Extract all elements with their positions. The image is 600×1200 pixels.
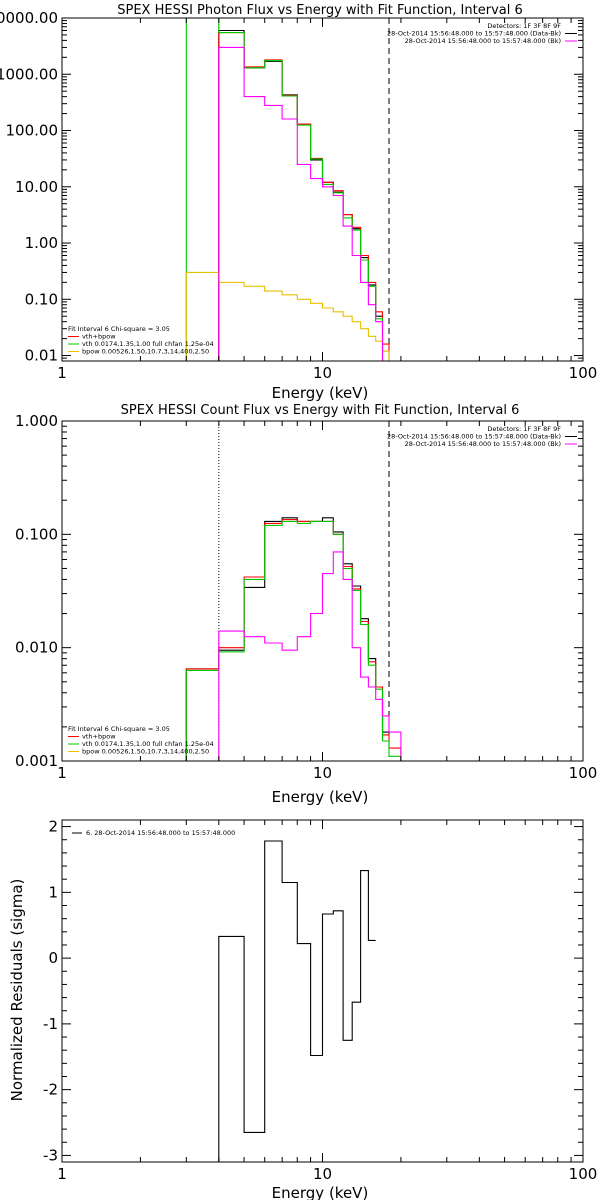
photon-flux-title: SPEX HESSI Photon Flux vs Energy with Fi… [117, 3, 523, 18]
photon-flux-xlabel: Energy (keV) [272, 384, 369, 402]
resid-y-tick-label: 1 [48, 883, 58, 901]
photon-series-bk-line [218, 46, 384, 361]
count-legend-top-entry: 28-Oct-2014 15:56:48.000 to 15:57:48.000… [405, 440, 561, 448]
photon-flux-panel: SPEX HESSI Photon Flux vs Energy with Fi… [0, 3, 598, 402]
photon-legend-bottom-entry: bpow 0.00526,1.50,10.7,3,14,400,2.50 [82, 348, 209, 356]
photon-frame [61, 17, 584, 362]
residuals-xlabel: Energy (keV) [272, 1184, 369, 1200]
count-legend-bottom-entry: vth 0.0174,1.35,1.00 full chfan 1.25e-04 [82, 740, 214, 748]
photon-series-bpow-line [185, 271, 402, 361]
count-legend-top-entry: Detectors: 1F 3F 8F 9F [487, 425, 561, 433]
count-series-data-bk-line [185, 517, 389, 761]
resid-plot-area [218, 840, 376, 1162]
count-series-bk-line [218, 551, 402, 761]
count-x-tick-label: 100 [569, 764, 598, 782]
count-y-tick-label: 0.010 [15, 639, 58, 657]
photon-x-tick-label: 100 [569, 364, 598, 382]
residuals-ylabel: Normalized Residuals (sigma) [8, 879, 26, 1102]
photon-y-tick-label: 0.01 [25, 347, 58, 365]
resid-x-tick-label: 100 [569, 1165, 598, 1183]
count-x-tick-label: 10 [313, 764, 332, 782]
photon-legend-bottom-entry: Fit Interval 6 Chi-square = 3.05 [68, 325, 170, 333]
photon-legend-top-entry: 28-Oct-2014 15:56:48.000 to 15:57:48.000… [405, 37, 561, 45]
count-x-tick-label: 1 [57, 764, 67, 782]
resid-x-tick-label: 10 [313, 1165, 332, 1183]
count-y-tick-label: 0.001 [15, 752, 58, 770]
count-series-vth-line [185, 520, 402, 761]
count-legend-bottom-entry: vth+bpow [82, 733, 116, 741]
photon-series-vth-line [185, 18, 390, 361]
photon-legend-bottom-entry: vth 0.0174,1.35,1.00 full chfan 1.25e-04 [82, 340, 214, 348]
photon-y-tick-label: 0.10 [25, 290, 58, 308]
resid-y-tick-label: 2 [48, 818, 58, 836]
resid-legend-entry: 6. 28-Oct-2014 15:56:48.000 to 15:57:48.… [86, 829, 235, 837]
photon-x-tick-label: 10 [313, 364, 332, 382]
photon-legend-top-entry: Detectors: 1F 3F 8F 9F [487, 22, 561, 30]
resid-y-tick-label: 0 [48, 949, 58, 967]
resid-y-tick-label: -3 [43, 1146, 58, 1164]
count-flux-title: SPEX HESSI Count Flux vs Energy with Fit… [121, 403, 520, 418]
resid-x-tick-label: 1 [57, 1165, 67, 1183]
count-plot-area [185, 421, 402, 761]
count-y-tick-label: 0.100 [15, 525, 58, 543]
residuals-panel: Energy (keV) Normalized Residuals (sigma… [8, 818, 597, 1200]
photon-x-tick-label: 1 [57, 364, 67, 382]
count-legend-bottom-entry: Fit Interval 6 Chi-square = 3.05 [68, 725, 170, 733]
photon-legend-bottom-entry: vth+bpow [82, 333, 116, 341]
count-flux-panel: SPEX HESSI Count Flux vs Energy with Fit… [15, 403, 597, 806]
count-legend-bottom-entry: bpow 0.00526,1.50,10.7,3,14,400,2.50 [82, 748, 209, 756]
photon-legend-top-entry: 28-Oct-2014 15:56:48.000 to 15:57:48.000… [387, 30, 561, 38]
photon-y-tick-label: 1000.00 [0, 65, 58, 83]
resid-y-tick-label: -1 [43, 1015, 58, 1033]
photon-y-tick-label: 1.00 [25, 234, 58, 252]
photon-y-tick-label: 100.00 [6, 122, 59, 140]
count-y-tick-label: 1.000 [15, 412, 58, 430]
resid-series-residual-line [218, 840, 376, 1162]
count-legend-top-entry: 28-Oct-2014 15:56:48.000 to 15:57:48.000… [387, 433, 561, 441]
photon-y-tick-label: 10.00 [15, 178, 58, 196]
resid-y-tick-label: -2 [43, 1081, 58, 1099]
photon-series-data-bk-line [218, 29, 383, 361]
photon-plot-area [185, 18, 402, 361]
count-flux-xlabel: Energy (keV) [272, 788, 369, 806]
